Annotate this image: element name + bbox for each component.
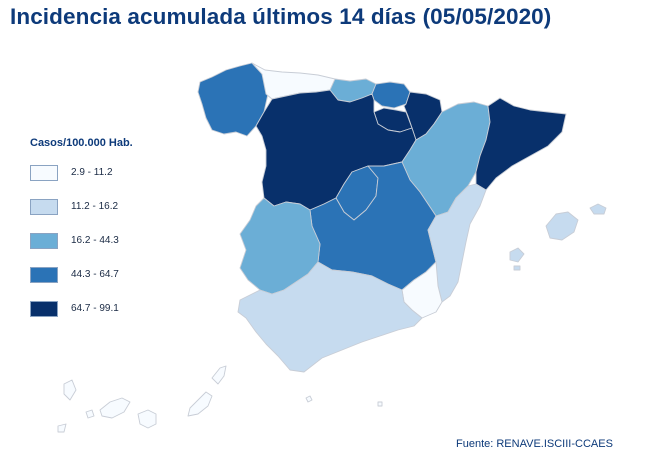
region-ibiza[interactable]	[509, 247, 525, 263]
region-melilla[interactable]	[377, 401, 383, 407]
legend-swatch	[30, 199, 58, 215]
legend-range-label: 44.3 - 64.7	[71, 269, 119, 280]
region-canarias-gomera[interactable]	[85, 409, 95, 419]
legend-range-label: 11.2 - 16.2	[71, 201, 119, 212]
region-canarias-gran-canaria[interactable]	[137, 409, 157, 429]
legend-item: 16.2 - 44.3	[30, 233, 133, 267]
region-andalucia[interactable]	[237, 261, 423, 373]
legend-range-label: 2.9 - 11.2	[71, 167, 113, 178]
region-cataluna[interactable]	[475, 97, 567, 191]
map-legend: Casos/100.000 Hab. 2.9 - 11.2 11.2 - 16.…	[30, 137, 133, 335]
region-canarias-fuerteventura[interactable]	[187, 391, 213, 417]
legend-range-label: 16.2 - 44.3	[71, 235, 119, 246]
region-canarias-lanzarote[interactable]	[211, 365, 227, 385]
source-note: Fuente: RENAVE.ISCIII-CCAES	[456, 438, 613, 450]
legend-item: 44.3 - 64.7	[30, 267, 133, 301]
legend-swatch	[30, 267, 58, 283]
region-menorca[interactable]	[589, 203, 607, 215]
region-mallorca[interactable]	[545, 211, 579, 241]
legend-item: 11.2 - 16.2	[30, 199, 133, 233]
region-formentera[interactable]	[513, 265, 521, 271]
region-pais-vasco[interactable]	[371, 81, 411, 109]
legend-item: 64.7 - 99.1	[30, 301, 133, 335]
region-canarias-tenerife[interactable]	[99, 397, 131, 419]
legend-swatch	[30, 301, 58, 317]
map-title: Incidencia acumulada últimos 14 días (05…	[10, 4, 552, 29]
legend-range-label: 64.7 - 99.1	[71, 303, 119, 314]
legend-title: Casos/100.000 Hab.	[30, 137, 133, 149]
legend-item: 2.9 - 11.2	[30, 165, 133, 199]
region-canarias-hierro[interactable]	[57, 423, 67, 433]
legend-swatch	[30, 233, 58, 249]
region-ceuta[interactable]	[305, 395, 313, 403]
region-canarias-la-palma[interactable]	[63, 379, 77, 401]
legend-swatch	[30, 165, 58, 181]
